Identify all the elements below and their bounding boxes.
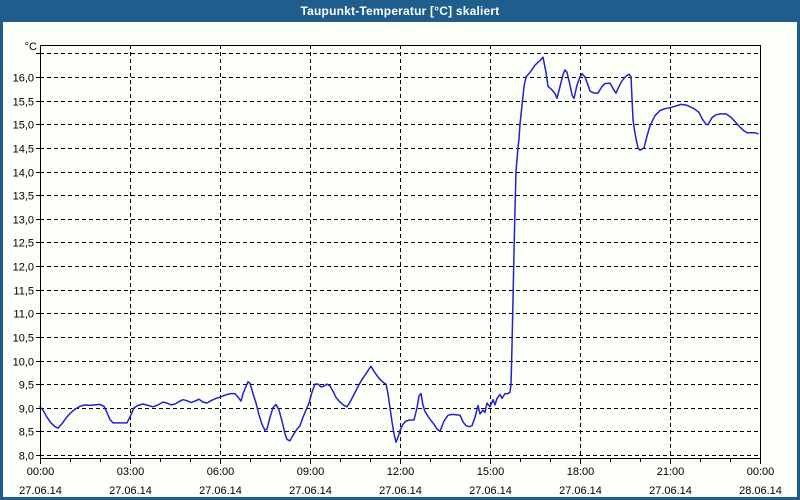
series-polyline-Taupunkt-Temperatur (39, 56, 759, 443)
y-tick-label: 13,5 (13, 191, 34, 203)
y-tick-label: 12,5 (13, 238, 34, 250)
x-tick-date-label: 27.06.14 (559, 485, 602, 497)
y-tick-label: 16,0 (13, 73, 34, 85)
x-tick-date-label: 27.06.14 (469, 485, 512, 497)
plot-frame: °C (25, 41, 761, 459)
x-tick-date-label: 27.06.14 (109, 485, 152, 497)
y-tick-labels: 16,0 15,5 15,0 14,5 14,0 13,5 13,0 12,5 12,0 11,5… (13, 73, 34, 463)
y-tick-label: 9,5 (19, 380, 34, 392)
x-tick-time-label: 06:00 (207, 466, 235, 478)
y-tick-label: 14,5 (13, 144, 34, 156)
x-gridlines (130, 45, 671, 458)
y-tick-label: 15,0 (13, 120, 34, 132)
x-tick-time-label: 09:00 (297, 466, 325, 478)
x-tick-date-label: 28.06.14 (739, 485, 782, 497)
x-tick-time-label: 18:00 (567, 466, 595, 478)
x-tick-date-label: 27.06.14 (19, 485, 62, 497)
y-tick-label: 10,5 (13, 333, 34, 345)
x-tick-time-label: 15:00 (477, 466, 505, 478)
x-tick-date-label: 27.06.14 (199, 485, 242, 497)
x-tick-date-label: 27.06.14 (289, 485, 332, 497)
x-tick-time-label: 21:00 (657, 466, 685, 478)
y-axis-unit-label: °C (25, 41, 37, 53)
plot-border (40, 45, 761, 459)
series-line (39, 56, 759, 443)
chart-title-bar: Taupunkt-Temperatur [°C] skaliert (0, 0, 800, 22)
y-tick-label: 15,5 (13, 97, 34, 109)
y-tick-label: 13,0 (13, 215, 34, 227)
chart-title: Taupunkt-Temperatur [°C] skaliert (300, 4, 500, 18)
x-tick-date-label: 27.06.14 (649, 485, 692, 497)
y-tick-label: 10,0 (13, 357, 34, 369)
x-tick-time-label: 12:00 (387, 466, 415, 478)
y-tick-label: 11,5 (13, 286, 34, 298)
x-tick-labels: 00:00 27.06.14 03:00 27.06.14 06:00 27.06.14 0… (19, 466, 782, 497)
y-tick-label: 12,0 (13, 262, 34, 274)
x-tick-date-label: 27.06.14 (379, 485, 422, 497)
y-tick-label: 14,0 (13, 168, 34, 180)
x-tick-time-label: 03:00 (117, 466, 145, 478)
x-tick-time-label: 00:00 (747, 466, 775, 478)
x-tick-time-label: 00:00 (27, 466, 55, 478)
axis-ticks (36, 53, 761, 464)
y-tick-label: 11,0 (13, 309, 34, 321)
y-tick-label: 8,0 (19, 451, 34, 463)
y-tick-label: 8,5 (19, 427, 34, 439)
y-tick-label: 9,0 (19, 404, 34, 416)
